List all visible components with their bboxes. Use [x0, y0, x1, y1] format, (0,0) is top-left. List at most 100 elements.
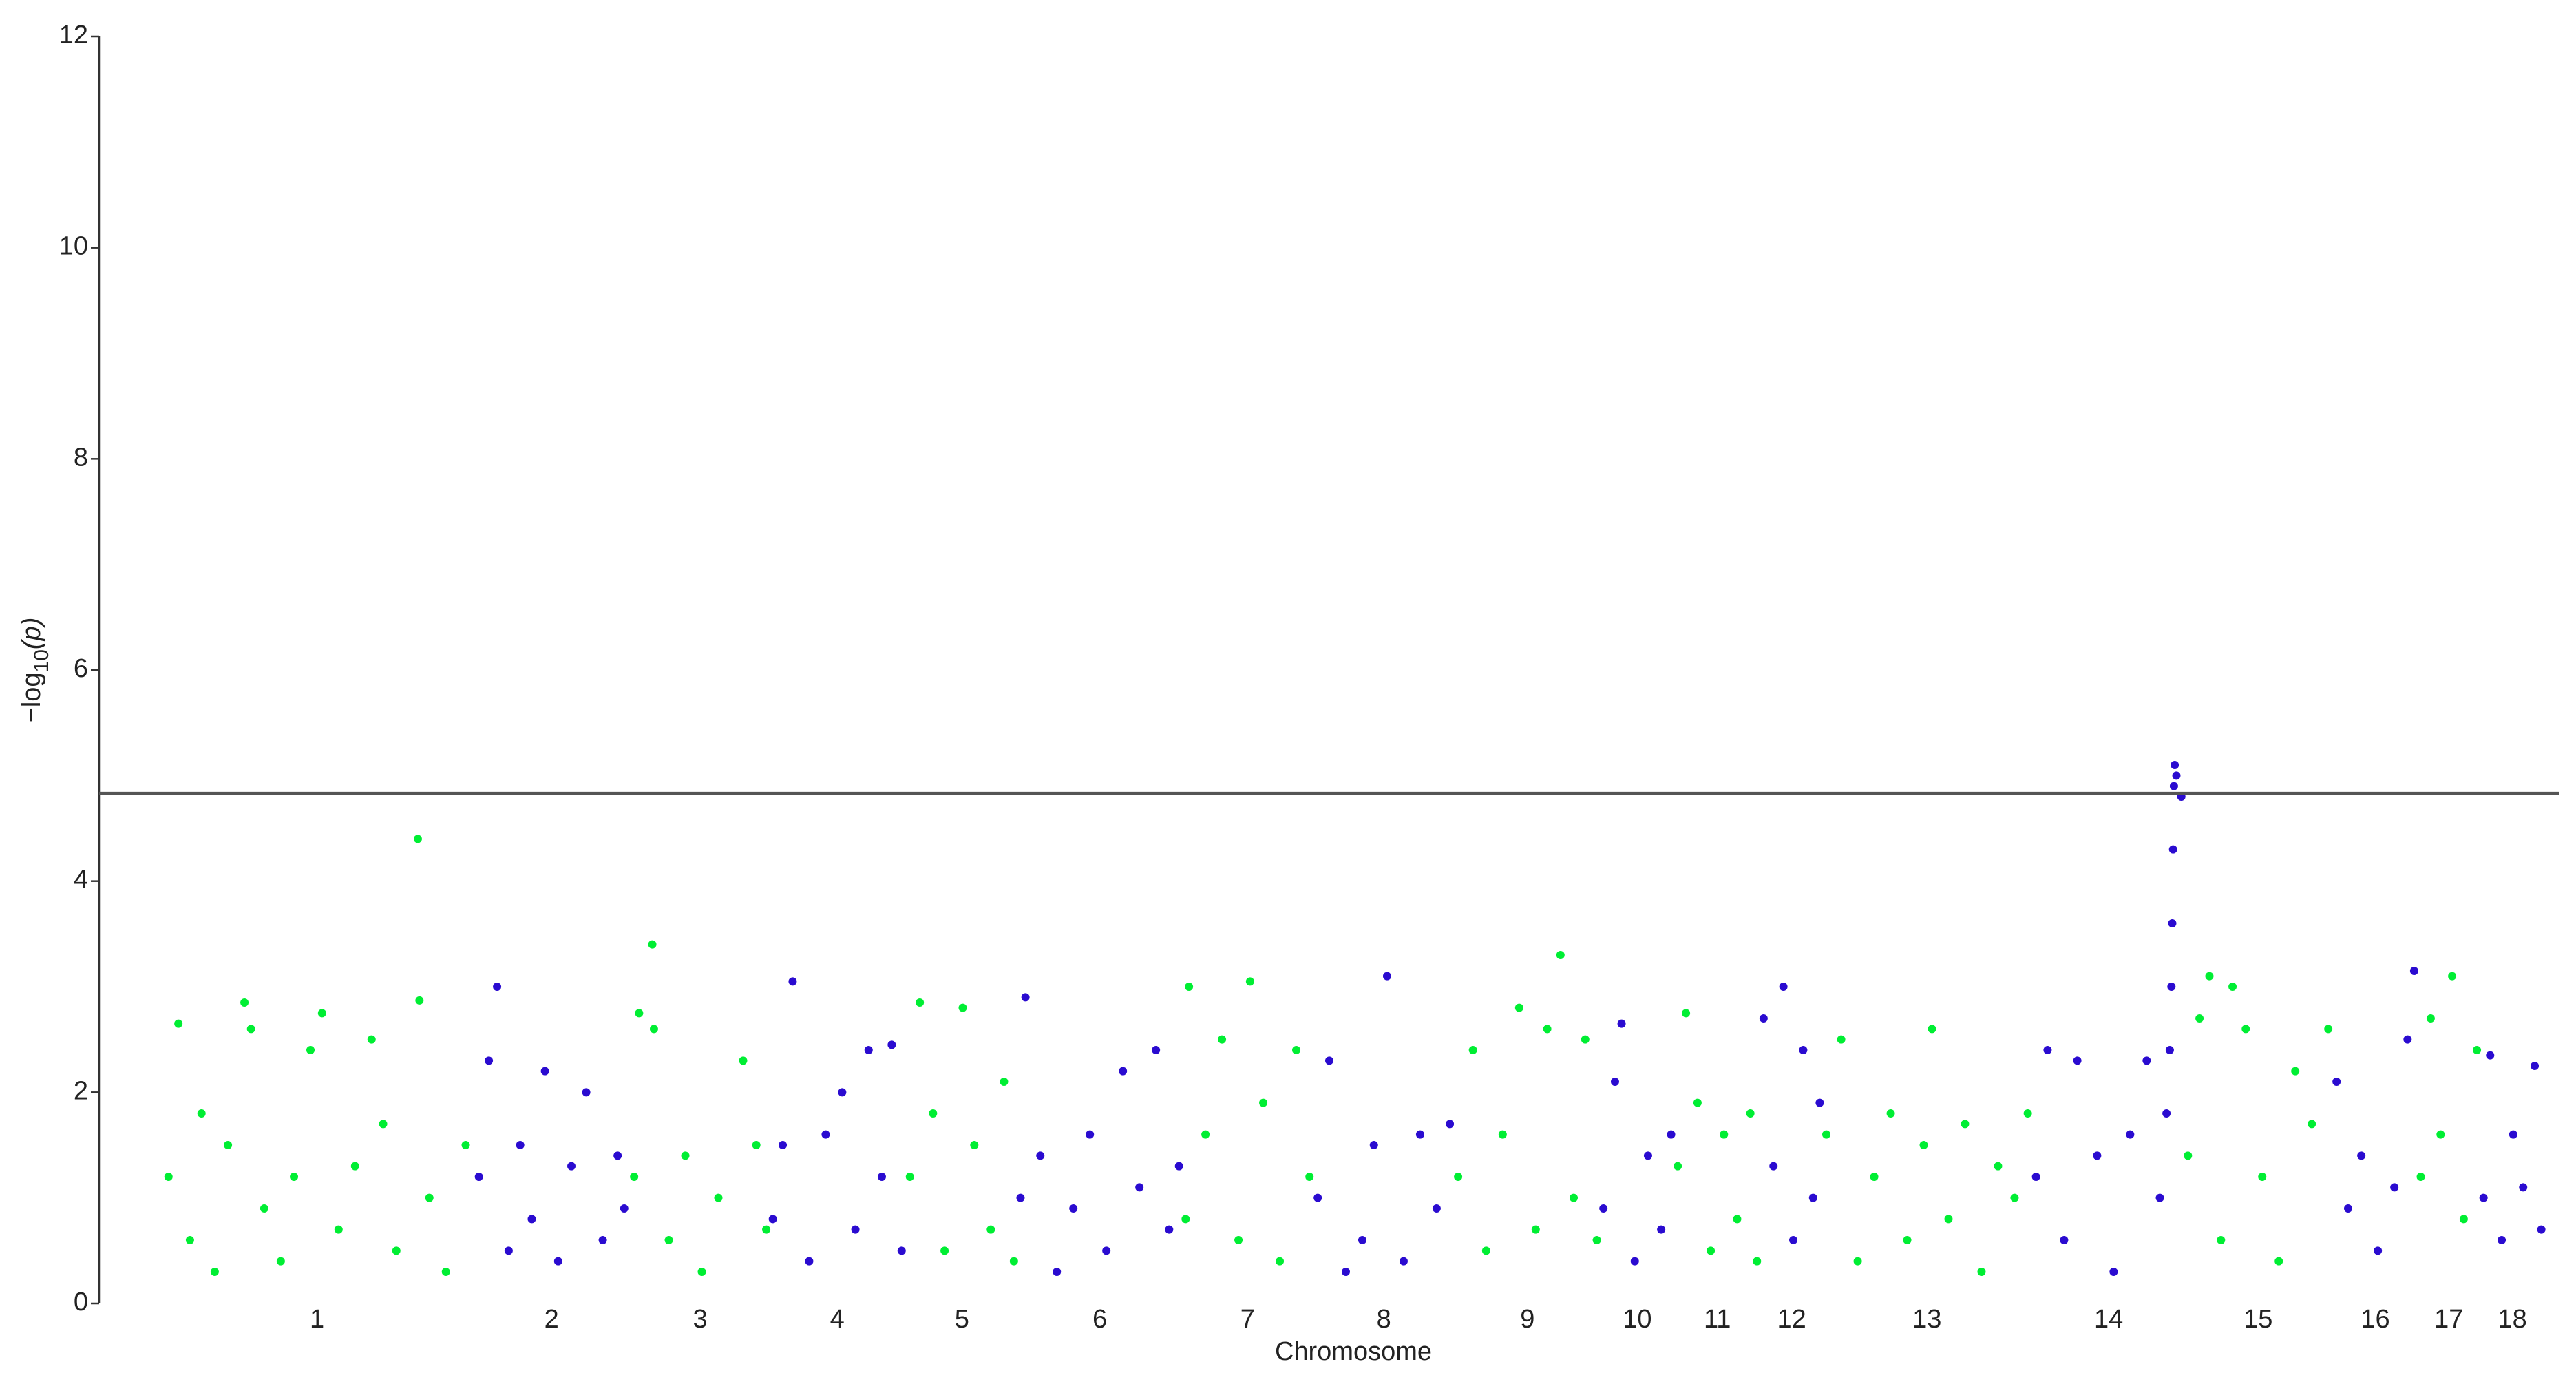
- point: [714, 1193, 723, 1202]
- point: [1944, 1215, 1953, 1224]
- point: [986, 1225, 995, 1234]
- point: [582, 1088, 591, 1097]
- point: [2205, 972, 2214, 981]
- point: [1682, 1009, 1691, 1018]
- point: [2479, 1193, 2488, 1202]
- point: [887, 1040, 896, 1049]
- point: [276, 1257, 285, 1266]
- point: [1305, 1173, 1314, 1181]
- point: [540, 1067, 549, 1076]
- point: [1399, 1257, 1408, 1266]
- point: [2031, 1173, 2040, 1181]
- point: [1693, 1098, 1702, 1107]
- point: [1086, 1130, 1095, 1139]
- point: [174, 1019, 183, 1028]
- point: [664, 1236, 673, 1244]
- point: [2241, 1025, 2250, 1034]
- chromosome-label: 14: [2094, 1305, 2123, 1334]
- point: [1822, 1130, 1830, 1139]
- point: [1245, 977, 1254, 986]
- chromosome-label: 16: [2361, 1305, 2389, 1334]
- point: [2168, 919, 2177, 927]
- point: [2093, 1151, 2102, 1160]
- chromosome-label: 6: [1092, 1305, 1107, 1334]
- point: [504, 1246, 513, 1255]
- y-tick-label: 6: [74, 654, 88, 683]
- point: [1415, 1130, 1424, 1139]
- point: [527, 1215, 536, 1224]
- y-tick-label: 2: [74, 1076, 88, 1105]
- point: [2324, 1025, 2333, 1034]
- point: [425, 1193, 434, 1202]
- point: [1341, 1268, 1350, 1276]
- point: [2436, 1130, 2445, 1139]
- chromosome-label: 17: [2434, 1305, 2463, 1334]
- point: [461, 1141, 470, 1149]
- point: [2228, 983, 2237, 991]
- y-label-main: −log: [17, 672, 46, 722]
- point: [553, 1257, 562, 1266]
- point: [317, 1009, 326, 1018]
- point: [2416, 1173, 2425, 1181]
- point: [474, 1173, 483, 1181]
- point: [762, 1225, 771, 1234]
- point: [897, 1246, 906, 1255]
- point: [240, 998, 249, 1007]
- point: [441, 1268, 450, 1276]
- point: [2195, 1014, 2204, 1023]
- point: [1674, 1162, 1682, 1171]
- point: [2217, 1236, 2226, 1244]
- point: [2498, 1236, 2506, 1244]
- point: [1630, 1257, 1639, 1266]
- point: [1234, 1236, 1243, 1244]
- point: [413, 835, 422, 843]
- point: [1599, 1204, 1608, 1213]
- point: [1753, 1257, 1762, 1266]
- point: [1021, 993, 1030, 1002]
- point: [1454, 1173, 1463, 1181]
- point: [1009, 1257, 1018, 1266]
- chromosome-label: 4: [830, 1305, 845, 1334]
- chromosome-label: 8: [1377, 1305, 1391, 1334]
- point: [1468, 1046, 1477, 1054]
- point: [877, 1173, 886, 1181]
- point: [821, 1130, 830, 1139]
- point: [1358, 1236, 1366, 1244]
- point: [1853, 1257, 1862, 1266]
- point: [1870, 1173, 1879, 1181]
- point: [1919, 1141, 1928, 1149]
- point: [1000, 1078, 1009, 1086]
- point: [1135, 1183, 1144, 1192]
- point: [2332, 1078, 2341, 1086]
- point: [788, 977, 797, 986]
- point: [2509, 1130, 2517, 1139]
- point: [306, 1046, 315, 1054]
- point: [905, 1173, 914, 1181]
- point: [2473, 1046, 2482, 1054]
- point: [630, 1173, 639, 1181]
- point: [2162, 1109, 2171, 1118]
- point: [1053, 1268, 1062, 1276]
- point: [929, 1109, 938, 1118]
- point: [2531, 1062, 2540, 1070]
- point: [1903, 1236, 1912, 1244]
- chromosome-label: 11: [1704, 1305, 1731, 1334]
- y-tick-label: 10: [59, 232, 88, 261]
- point: [2374, 1246, 2383, 1255]
- point: [739, 1056, 748, 1065]
- chromosome-label: 5: [955, 1305, 969, 1334]
- point: [2165, 1046, 2174, 1054]
- point: [2274, 1257, 2283, 1266]
- point: [516, 1141, 525, 1149]
- point: [648, 940, 657, 949]
- point: [1657, 1225, 1666, 1234]
- point: [1102, 1246, 1111, 1255]
- point: [2060, 1236, 2069, 1244]
- point: [1643, 1151, 1652, 1160]
- chromosome-label: 9: [1520, 1305, 1534, 1334]
- point: [493, 983, 502, 991]
- point: [1036, 1151, 1045, 1160]
- point: [1069, 1204, 1078, 1213]
- point: [958, 1003, 967, 1012]
